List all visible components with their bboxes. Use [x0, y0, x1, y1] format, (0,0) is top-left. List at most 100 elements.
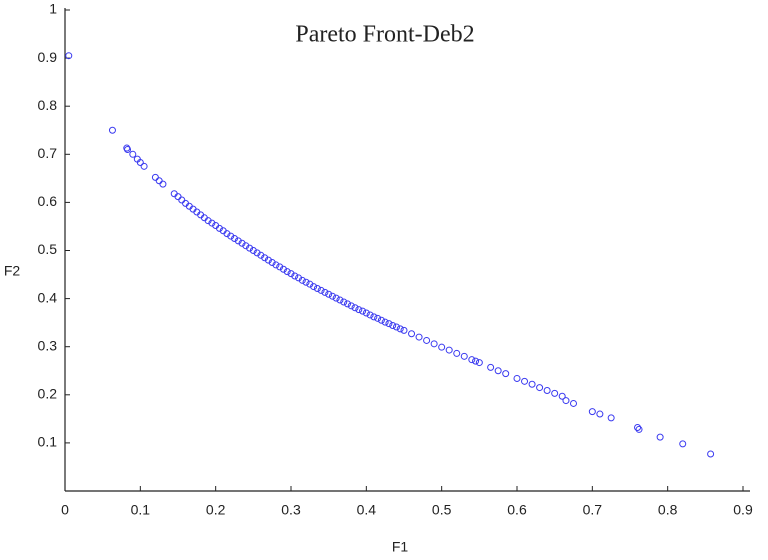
- point: [140, 162, 148, 170]
- x-tick-label: 0.9: [733, 502, 753, 518]
- point: [325, 290, 333, 298]
- point: [249, 247, 257, 254]
- point: [108, 126, 116, 134]
- point: [264, 256, 272, 264]
- point: [392, 323, 400, 331]
- point: [295, 274, 303, 282]
- point: [328, 292, 336, 300]
- point: [246, 244, 254, 252]
- point: [389, 322, 397, 330]
- x-tick-label: 0.2: [206, 502, 226, 518]
- point: [223, 230, 231, 238]
- point: [521, 377, 529, 385]
- x-tick-label: 0.6: [507, 502, 527, 518]
- point: [445, 346, 453, 354]
- point: [543, 386, 551, 394]
- point: [306, 280, 314, 288]
- point: [385, 320, 393, 328]
- x-tick-label: 0.1: [131, 502, 151, 518]
- point: [129, 150, 137, 158]
- point: [468, 356, 476, 364]
- point: [513, 374, 521, 382]
- point: [460, 352, 468, 360]
- point: [679, 440, 687, 448]
- point: [570, 399, 577, 407]
- point: [313, 284, 321, 292]
- point: [178, 196, 186, 204]
- point: [124, 145, 132, 153]
- point: [159, 180, 167, 188]
- y-tick-label: 0.1: [38, 434, 58, 450]
- point: [151, 173, 159, 181]
- point: [408, 330, 416, 338]
- point: [287, 270, 295, 278]
- point: [400, 326, 408, 334]
- point: [336, 296, 344, 304]
- x-axis-label: F1: [392, 539, 409, 555]
- point: [528, 380, 536, 388]
- point: [588, 408, 596, 416]
- y-tick-label: 0.7: [38, 145, 58, 161]
- point: [366, 311, 374, 319]
- point: [227, 232, 235, 240]
- point: [423, 336, 431, 344]
- point: [253, 249, 261, 257]
- point: [242, 242, 250, 250]
- point: [302, 278, 310, 286]
- point: [155, 177, 163, 185]
- x-tick-label: 0: [61, 502, 69, 518]
- x-tick-label: 0.4: [357, 502, 377, 518]
- point: [65, 52, 73, 60]
- point: [453, 349, 461, 357]
- point: [347, 302, 355, 310]
- point: [231, 234, 238, 242]
- point: [317, 286, 325, 294]
- point: [635, 425, 643, 433]
- y-tick-label: 0.8: [38, 97, 58, 113]
- y-tick-label: 0.4: [38, 289, 58, 305]
- point: [362, 309, 370, 317]
- point: [634, 424, 642, 432]
- point: [355, 306, 363, 314]
- point: [238, 239, 246, 247]
- point: [536, 384, 544, 392]
- point: [381, 318, 389, 326]
- chart-title: Pareto Front-Deb2: [295, 22, 474, 48]
- y-tick-label: 1: [49, 1, 57, 17]
- point: [472, 357, 480, 365]
- point: [551, 389, 559, 397]
- point: [257, 251, 265, 259]
- point: [656, 433, 664, 441]
- point: [321, 288, 329, 296]
- point: [298, 276, 306, 284]
- y-tick-label: 0.5: [38, 241, 58, 257]
- point: [430, 340, 438, 348]
- point: [208, 219, 216, 227]
- point: [215, 224, 223, 232]
- point: [487, 363, 495, 371]
- point: [310, 283, 318, 291]
- y-tick-label: 0.6: [38, 193, 58, 209]
- point: [607, 414, 615, 422]
- point: [279, 265, 287, 273]
- point: [351, 304, 359, 312]
- point: [261, 254, 269, 262]
- point: [502, 370, 510, 378]
- x-tick-label: 0.8: [658, 502, 678, 518]
- y-tick-label: 0.9: [38, 49, 58, 65]
- x-tick-label: 0.7: [583, 502, 603, 518]
- point: [475, 359, 483, 367]
- point: [359, 307, 367, 315]
- point: [272, 261, 280, 269]
- point: [291, 272, 299, 280]
- point: [707, 450, 715, 458]
- point: [415, 333, 423, 341]
- point: [204, 217, 212, 225]
- x-tick-label: 0.5: [432, 502, 452, 518]
- point: [268, 259, 276, 267]
- point: [374, 314, 382, 322]
- point: [344, 300, 351, 308]
- point: [494, 367, 502, 375]
- point: [340, 298, 348, 306]
